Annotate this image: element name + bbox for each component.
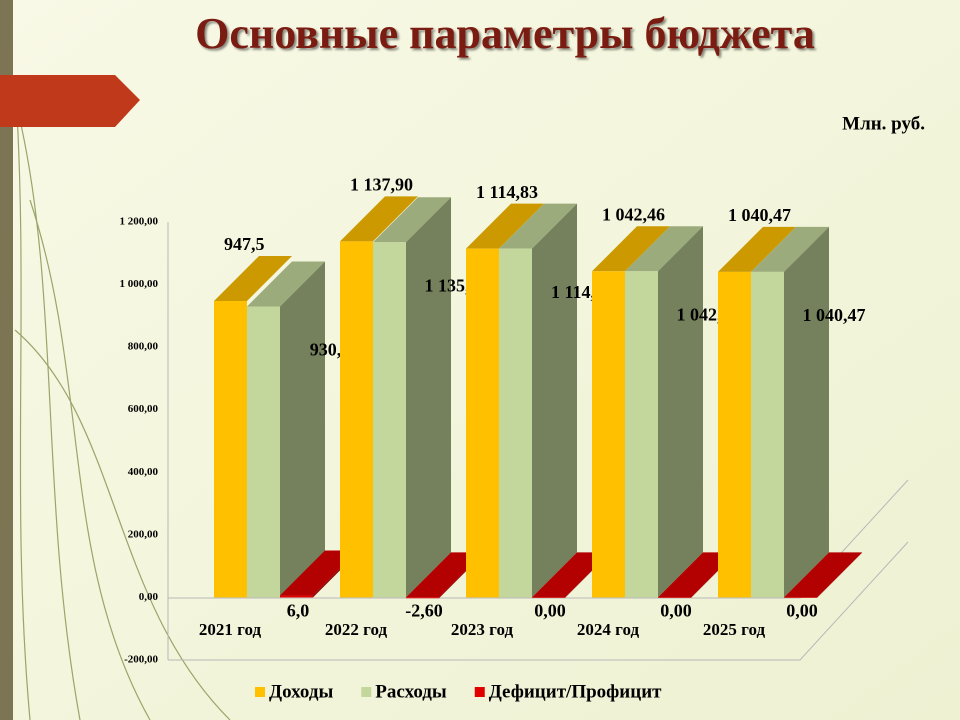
bar (466, 248, 499, 598)
value-label: -2,60 (405, 601, 443, 621)
legend-label: Расходы (375, 681, 447, 702)
x-tick-label: 2024 год (577, 620, 640, 639)
bar-side (784, 226, 829, 598)
y-tick-label: -200,00 (124, 654, 158, 666)
bar-top (214, 255, 292, 301)
bar (751, 271, 784, 598)
bar-top (592, 226, 670, 272)
bar-top (466, 203, 544, 249)
y-tick-label: 200,00 (128, 528, 159, 540)
value-label: 0,00 (660, 601, 692, 621)
y-tick-label: 600,00 (128, 403, 159, 415)
legend-swatch (474, 687, 485, 697)
bar (718, 271, 751, 598)
bar (373, 242, 406, 598)
legend-label: Дефицит/Профицит (489, 681, 662, 702)
bar-top (247, 261, 325, 307)
bar (592, 271, 625, 598)
unit-label: Млн. руб. (842, 113, 925, 134)
y-tick-label: 1 200,00 (120, 216, 159, 228)
bar-top (406, 552, 484, 598)
value-label: 1 114,83 (476, 182, 538, 202)
bar-top (373, 197, 451, 243)
y-tick-label: 400,00 (128, 466, 159, 478)
x-tick-label: 2021 год (199, 620, 262, 639)
value-label: 1 040,47 (803, 305, 866, 325)
bar-top (658, 552, 736, 598)
bar-side (658, 226, 703, 598)
decor-curves (14, 79, 231, 720)
bar-top (718, 226, 796, 272)
value-label: 1 040,47 (728, 205, 791, 225)
bar-top (340, 196, 418, 242)
x-tick-label: 2022 год (325, 620, 388, 639)
value-label: 947,5 (224, 234, 265, 254)
value-label: 6,0 (287, 601, 310, 621)
bar-side (280, 261, 325, 598)
legend-swatch (361, 687, 372, 697)
y-tick-label: 800,00 (128, 341, 159, 353)
legend-label: Доходы (269, 681, 333, 702)
x-tick-label: 2025 год (703, 620, 766, 639)
bar (532, 597, 565, 598)
bar-top (784, 552, 862, 598)
bar (214, 300, 247, 598)
bar (499, 248, 532, 598)
legend-swatch (255, 687, 265, 697)
floor (167, 222, 909, 661)
bar-side (406, 197, 451, 598)
bar-top (751, 226, 829, 272)
bar (247, 306, 280, 598)
bar (784, 597, 817, 598)
bar (625, 271, 658, 598)
bar-top (532, 552, 610, 598)
bar-top (280, 550, 358, 596)
value-label: 1 137,90 (350, 175, 413, 195)
side-strip (0, 0, 13, 720)
bar (340, 241, 373, 598)
bar-top (625, 226, 703, 272)
chart-title: Основные параметры бюджета (195, 9, 815, 58)
bar-side (817, 552, 862, 598)
bar-side (532, 203, 577, 598)
arrow-banner (0, 75, 140, 127)
bar-top (499, 203, 577, 249)
value-label: 1 042,46 (602, 204, 665, 224)
value-label: 0,00 (786, 601, 818, 621)
value-label: 0,00 (534, 601, 566, 621)
y-tick-label: 1 000,00 (120, 278, 159, 290)
y-tick-label: 0,00 (139, 591, 159, 603)
x-tick-label: 2023 год (451, 620, 514, 639)
bar (658, 597, 691, 598)
bar (280, 595, 313, 598)
bar (406, 597, 439, 599)
